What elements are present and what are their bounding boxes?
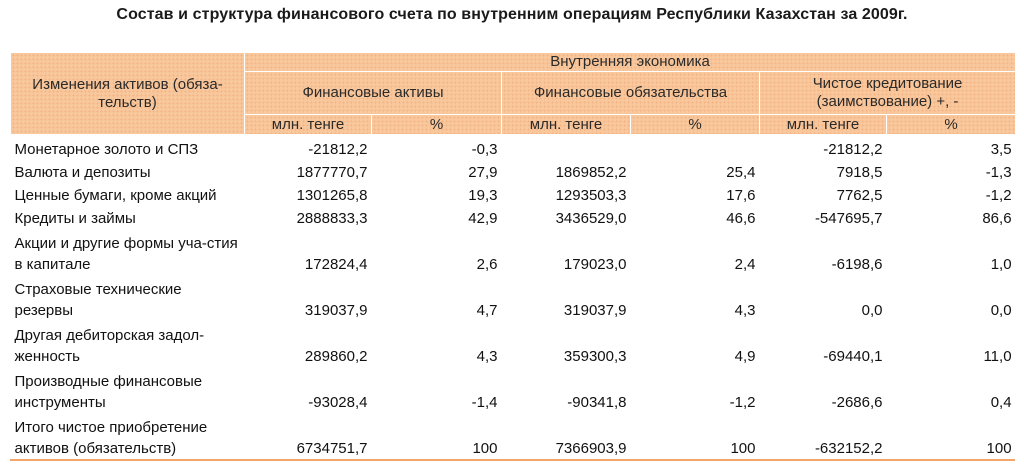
cell: 11,0 <box>983 348 1012 365</box>
cell: -1,2 <box>985 187 1012 204</box>
unit-header: % <box>371 114 502 135</box>
cell: 100 <box>472 440 498 457</box>
cell: 7366903,9 <box>555 440 627 457</box>
table-row: Страховые технические резервы 319037,9 4… <box>11 275 1016 321</box>
cell: 319037,9 <box>563 302 627 319</box>
cell: 1301265,8 <box>296 187 368 204</box>
table-row: Монетарное золото и СПЗ -21812,2 -0,3 -2… <box>11 135 1016 161</box>
row-label: Ценные бумаги, кроме акций <box>14 187 217 204</box>
unit-header: млн. тенге <box>501 114 631 135</box>
table-row: Производные финансовые инструменты -9302… <box>11 367 1016 413</box>
cell: 0,4 <box>990 394 1012 411</box>
cell: -0,3 <box>471 141 498 158</box>
row-label: Другая дебиторская задол-женность <box>14 327 205 365</box>
cell: 86,6 <box>982 210 1012 227</box>
cell: 3,5 <box>990 141 1012 158</box>
page-title: Состав и структура финансового счета по … <box>116 6 908 23</box>
cell: -547695,7 <box>814 210 883 227</box>
net-lending-header: Чистое кредитование (заимствование) +, - <box>758 71 1017 115</box>
cell: 2,4 <box>734 256 756 273</box>
cell: 17,6 <box>726 187 756 204</box>
cell: 359300,3 <box>563 348 627 365</box>
row-label: Производные финансовые инструменты <box>14 373 203 411</box>
cell: -1,4 <box>471 394 498 411</box>
row-label-header: Изменения активов (обяза-тельств) <box>10 52 245 135</box>
row-label: Кредиты и займы <box>14 210 136 227</box>
domestic-economy-header: Внутренняя экономика <box>243 52 1017 72</box>
cell: 6734751,7 <box>296 440 368 457</box>
cell: 1869852,2 <box>555 164 627 181</box>
cell: -1,2 <box>729 394 756 411</box>
cell: 1877770,7 <box>296 164 368 181</box>
financial-assets-header: Финансовые активы <box>244 71 502 115</box>
cell: 27,9 <box>468 164 498 181</box>
cell: 2888833,3 <box>296 210 368 227</box>
table-bottom-rule <box>10 459 1015 461</box>
cell: 3436529,0 <box>555 210 627 227</box>
cell: -2686,6 <box>831 394 883 411</box>
cell: 0,0 <box>990 302 1012 319</box>
cell: 25,4 <box>726 164 756 181</box>
cell: 289860,2 <box>304 348 368 365</box>
cell: 7762,5 <box>836 187 883 204</box>
table-row: Валюта и депозиты 1877770,7 27,9 1869852… <box>11 160 1016 183</box>
financial-account-table: Изменения активов (обяза-тельств) Внутре… <box>10 52 1017 460</box>
row-label: Итого чистое приобретение активов (обяза… <box>14 419 208 457</box>
cell: -93028,4 <box>308 394 368 411</box>
cell <box>502 135 631 161</box>
unit-header: % <box>630 114 760 135</box>
cell: -90341,8 <box>567 394 627 411</box>
cell: 100 <box>730 440 756 457</box>
table-row: Ценные бумаги, кроме акций 1301265,8 19,… <box>11 183 1016 206</box>
cell: 4,3 <box>734 302 756 319</box>
row-label: Акции и другие формы уча-стия в капитале <box>14 235 238 273</box>
cell: 46,6 <box>726 210 756 227</box>
table-row: Кредиты и займы 2888833,3 42,9 3436529,0… <box>11 206 1016 229</box>
cell: 4,9 <box>734 348 756 365</box>
table-body: Монетарное золото и СПЗ -21812,2 -0,3 -2… <box>11 135 1016 460</box>
unit-header: млн. тенге <box>244 114 372 135</box>
unit-header: % <box>885 114 1017 135</box>
cell: 4,3 <box>476 348 498 365</box>
cell: -69440,1 <box>823 348 883 365</box>
cell: 7918,5 <box>836 164 883 181</box>
table-row: Другая дебиторская задол-женность 289860… <box>11 321 1016 367</box>
financial-liabilities-header: Финансовые обязательства <box>501 71 760 115</box>
cell: 319037,9 <box>304 302 368 319</box>
cell: -1,3 <box>985 164 1012 181</box>
row-label: Монетарное золото и СПЗ <box>14 141 199 158</box>
row-label: Страховые технические резервы <box>14 281 182 319</box>
cell: -632152,2 <box>814 440 883 457</box>
cell: 19,3 <box>468 187 498 204</box>
cell: 4,7 <box>476 302 498 319</box>
cell: 179023,0 <box>563 256 627 273</box>
cell: -6198,6 <box>831 256 883 273</box>
cell: -21812,2 <box>308 141 368 158</box>
cell <box>631 135 760 161</box>
cell: 172824,4 <box>304 256 368 273</box>
cell: -21812,2 <box>823 141 883 158</box>
cell: 42,9 <box>468 210 498 227</box>
cell: 100 <box>986 440 1012 457</box>
cell: 2,6 <box>476 256 498 273</box>
table-header: Изменения активов (обяза-тельств) Внутре… <box>10 52 1017 135</box>
cell: 0,0 <box>861 302 883 319</box>
total-row: Итого чистое приобретение активов (обяза… <box>11 413 1016 459</box>
row-label: Валюта и депозиты <box>14 164 151 181</box>
table-row: Акции и другие формы уча-стия в капитале… <box>11 229 1016 275</box>
unit-header: млн. тенге <box>759 114 887 135</box>
cell: 1293503,3 <box>555 187 627 204</box>
cell: 1,0 <box>990 256 1012 273</box>
